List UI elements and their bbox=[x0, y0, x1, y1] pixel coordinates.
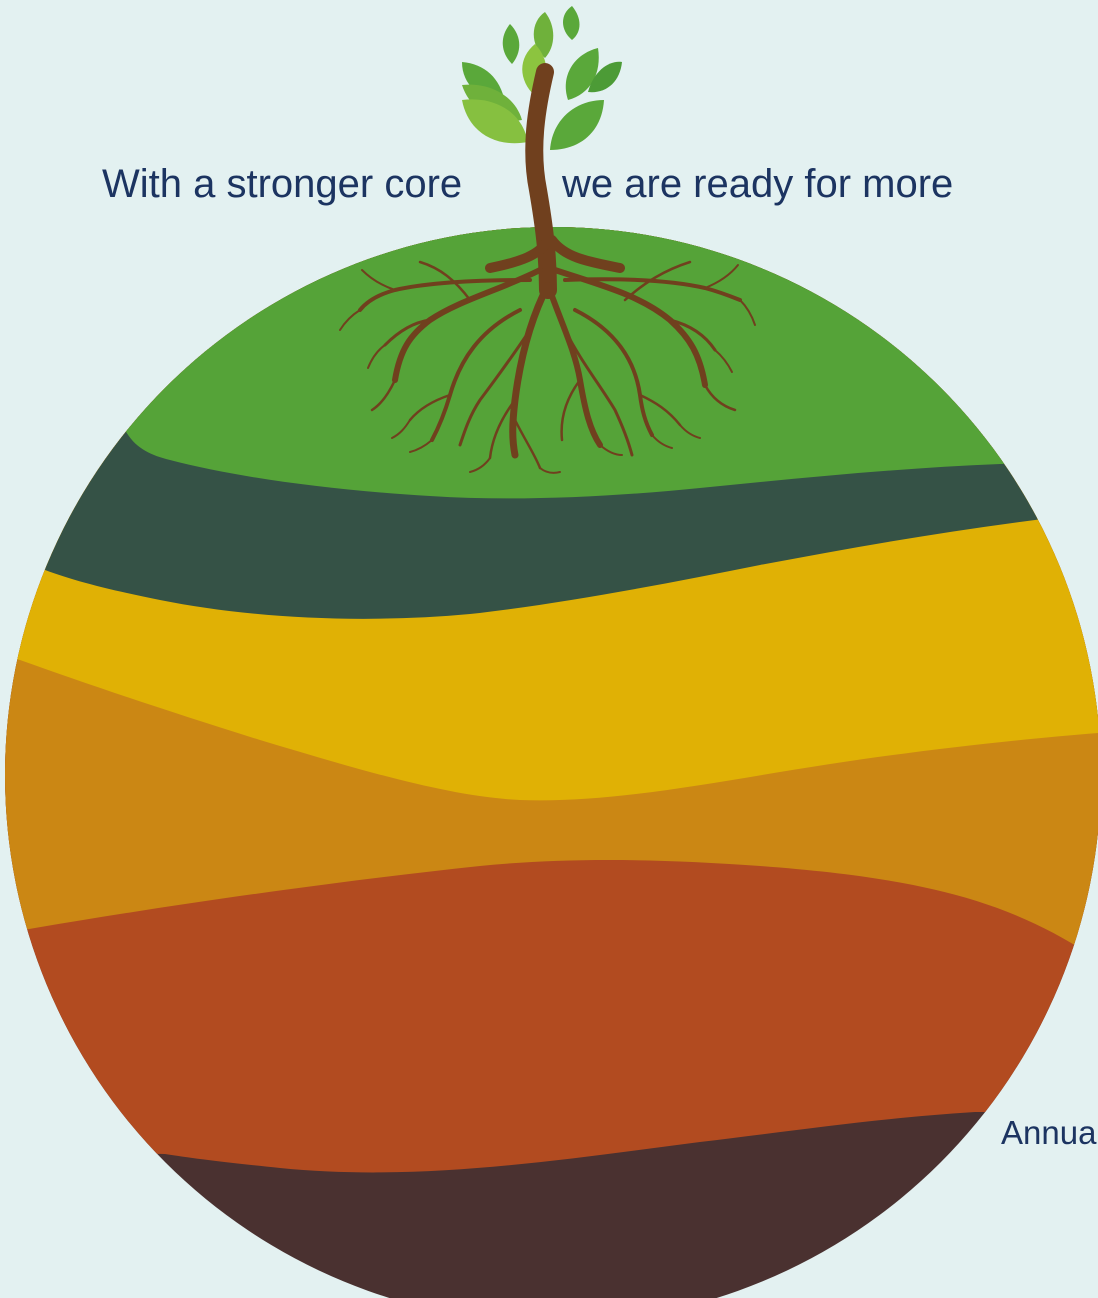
tagline-part-2: we are ready for more bbox=[562, 162, 954, 206]
tagline-part-1: With a stronger core bbox=[102, 162, 463, 206]
tree-leaves bbox=[462, 6, 622, 150]
tree-roots bbox=[339, 260, 756, 474]
annual-report-label: Annua bbox=[1001, 1114, 1097, 1151]
tree-trunk bbox=[485, 63, 625, 299]
sprouting-tree-icon bbox=[339, 6, 756, 474]
